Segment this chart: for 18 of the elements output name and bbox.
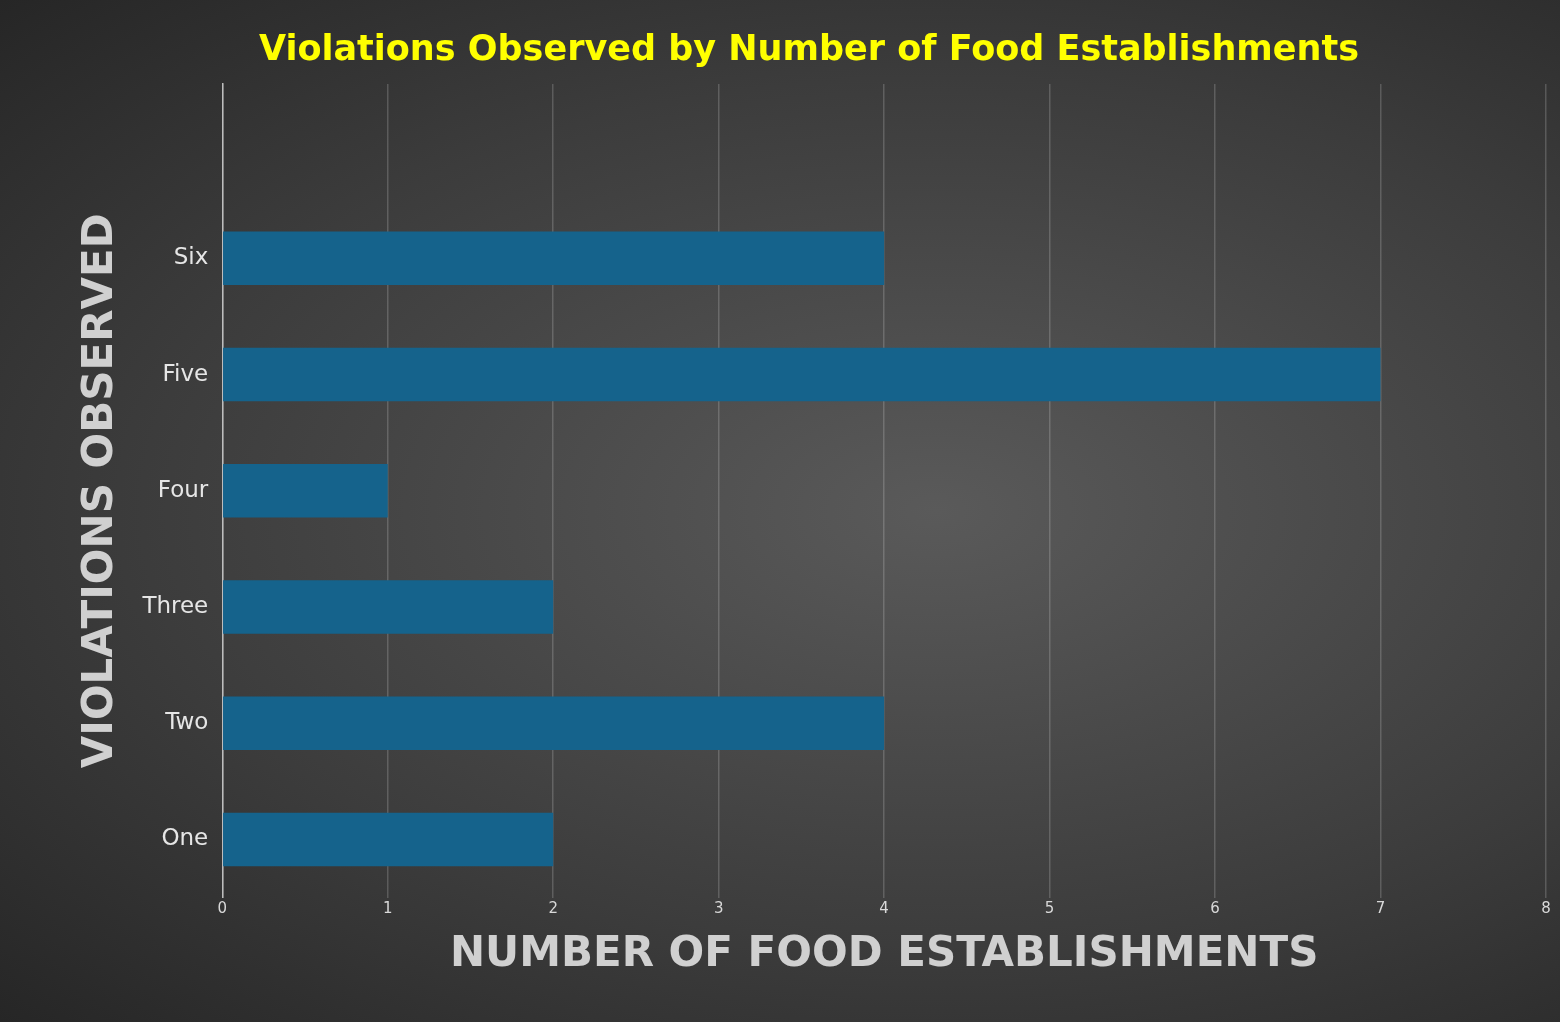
x-tick-label: 1 xyxy=(382,899,393,918)
y-tick-label: Three xyxy=(141,592,209,618)
y-tick-label: One xyxy=(161,824,209,851)
chart-title: Violations Observed by Number of Food Establishments xyxy=(258,28,1360,69)
x-axis-title: NUMBER OF FOOD ESTABLISHMENTS xyxy=(449,926,1319,976)
x-tick-label: 5 xyxy=(1044,899,1055,918)
x-tick-label: 6 xyxy=(1210,899,1220,918)
y-tick-label: Two xyxy=(164,708,209,735)
y-tick-label: Six xyxy=(173,243,209,270)
y-tick-label: Five xyxy=(162,359,209,386)
x-tick-label: 4 xyxy=(879,899,889,918)
x-tick-label: 0 xyxy=(217,899,228,918)
x-tick-label: 8 xyxy=(1541,899,1551,918)
x-tick-label: 2 xyxy=(548,899,558,918)
y-tick-label: Four xyxy=(157,475,209,502)
x-tick-label: 7 xyxy=(1375,899,1386,918)
y-axis-title: VIOLATIONS OBSERVED xyxy=(73,213,123,769)
x-tick-label: 3 xyxy=(713,899,724,918)
